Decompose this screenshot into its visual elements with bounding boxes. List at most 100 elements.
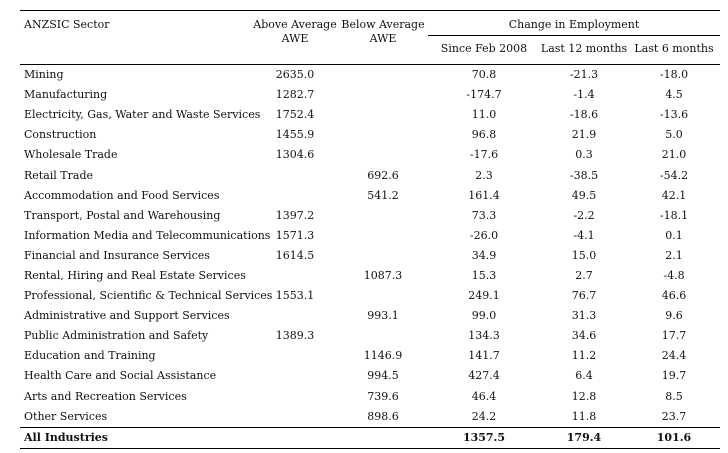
header-sector: ANZSIC Sector xyxy=(20,12,252,65)
cell-below-awe: 993.1 xyxy=(367,309,399,323)
cell-last-12-months: 12.8 xyxy=(571,389,597,403)
cell-sector: Public Administration and Safety xyxy=(24,329,209,343)
cell-below-awe xyxy=(338,125,428,145)
header-since-feb-2008: Since Feb 2008 xyxy=(428,35,540,65)
header-above-line2: AWE xyxy=(281,32,309,45)
cell-above-awe: 1397.2 xyxy=(275,208,315,222)
header-below-line2: AWE xyxy=(369,32,397,45)
employment-table: ANZSIC Sector Above Average AWE Below Av… xyxy=(20,12,720,449)
cell-sector: Wholesale Trade xyxy=(24,148,118,162)
cell-above-awe: 1389.3 xyxy=(275,329,315,343)
cell-sector: Professional, Scientific & Technical Ser… xyxy=(24,289,273,303)
cell-last-6-months: -18.1 xyxy=(659,208,689,222)
cell-last-6-months: 5.0 xyxy=(665,128,683,142)
header-below-line1: Below Average xyxy=(341,18,425,31)
table-row: Arts and Recreation Services 739.6 46.4 12.… xyxy=(20,387,720,407)
cell-last-12-months: 11.8 xyxy=(571,409,597,423)
cell-above-awe: 1304.6 xyxy=(275,148,315,162)
cell-sector: Other Services xyxy=(24,409,108,423)
cell-above-awe xyxy=(252,266,338,286)
cell-last-6-months: -18.0 xyxy=(659,68,689,82)
cell-last-12-months: -21.3 xyxy=(569,68,599,82)
header-below-awe: Below Average AWE xyxy=(338,12,428,65)
header-above-line1: Above Average xyxy=(253,18,337,31)
cell-last-12-months: 15.0 xyxy=(571,248,597,262)
cell-since-feb-2008: 11.0 xyxy=(471,108,497,122)
cell-sector: Transport, Postal and Warehousing xyxy=(24,208,221,222)
header-change-in-employment: Change in Employment xyxy=(428,12,720,36)
cell-sector: Administrative and Support Services xyxy=(24,309,230,323)
cell-above-awe xyxy=(252,306,338,326)
cell-since-feb-2008: 73.3 xyxy=(471,208,497,222)
cell-above-awe: 1752.4 xyxy=(275,108,315,122)
cell-since-feb-2008: -26.0 xyxy=(469,228,499,242)
cell-sector: Construction xyxy=(24,128,97,142)
cell-below-awe xyxy=(338,65,428,86)
cell-below-awe xyxy=(338,145,428,165)
cell-last-12-months: 2.7 xyxy=(575,268,593,282)
table-row: Accommodation and Food Services 541.2 161.… xyxy=(20,186,720,206)
cell-since-feb-2008: 249.1 xyxy=(468,289,500,303)
cell-last-12-months: -2.2 xyxy=(573,208,595,222)
cell-below-awe: 541.2 xyxy=(367,188,399,202)
table-row: Transport, Postal and Warehousing 1397.2 7… xyxy=(20,206,720,226)
cell-since-feb-2008: 141.7 xyxy=(468,349,500,363)
cell-last-12-months: -4.1 xyxy=(573,228,595,242)
cell-below-awe: 898.6 xyxy=(367,409,399,423)
header-above-awe: Above Average AWE xyxy=(252,12,338,65)
cell-since-feb-2008: 161.4 xyxy=(468,188,500,202)
cell-below-awe: 994.5 xyxy=(367,369,399,383)
cell-since-feb-2008: 2.3 xyxy=(475,168,493,182)
cell-last-12-months: 11.2 xyxy=(571,349,597,363)
cell-last-12-months: 6.4 xyxy=(575,369,593,383)
table-row: Retail Trade 692.6 2.3 -38.5 -54.2 xyxy=(20,165,720,185)
total-cell-below-awe xyxy=(338,426,428,449)
table-row: Electricity, Gas, Water and Waste Servic… xyxy=(20,105,720,125)
table-row: Manufacturing 1282.7 -174.7 -1.4 4.5 xyxy=(20,85,720,105)
cell-since-feb-2008: 46.4 xyxy=(471,389,497,403)
table-row: Construction 1455.9 96.8 21.9 5.0 xyxy=(20,125,720,145)
cell-above-awe xyxy=(252,186,338,206)
cell-last-6-months: -54.2 xyxy=(659,168,689,182)
table-row: Professional, Scientific & Technical Ser… xyxy=(20,286,720,306)
cell-above-awe: 1282.7 xyxy=(275,88,315,102)
table-row: Information Media and Telecommunications… xyxy=(20,226,720,246)
cell-last-6-months: 2.1 xyxy=(665,248,683,262)
cell-above-awe xyxy=(252,346,338,366)
cell-sector: Health Care and Social Assistance xyxy=(24,369,217,383)
table-row: Education and Training 1146.9 141.7 11.2 24.… xyxy=(20,346,720,366)
total-cell-since-feb-2008: 1357.5 xyxy=(428,426,540,449)
cell-sector: Information Media and Telecommunications xyxy=(24,228,271,242)
cell-below-awe xyxy=(338,105,428,125)
cell-last-12-months: 34.6 xyxy=(571,329,597,343)
cell-above-awe: 2635.0 xyxy=(275,68,315,82)
table-row: Financial and Insurance Services 1614.5 34… xyxy=(20,246,720,266)
cell-below-awe xyxy=(338,226,428,246)
cell-last-6-months: 0.1 xyxy=(665,228,683,242)
cell-since-feb-2008: 427.4 xyxy=(468,369,500,383)
cell-sector: Arts and Recreation Services xyxy=(24,389,187,403)
cell-below-awe xyxy=(338,326,428,346)
total-cell-last-6-months: 101.6 xyxy=(628,426,720,449)
cell-above-awe: 1614.5 xyxy=(275,248,315,262)
table-row: Mining 2635.0 70.8 -21.3 -18.0 xyxy=(20,65,720,86)
table-row: Wholesale Trade 1304.6 -17.6 0.3 21.0 xyxy=(20,145,720,165)
cell-above-awe xyxy=(252,165,338,185)
table-body: Mining 2635.0 70.8 -21.3 -18.0 Manufacturing 1… xyxy=(20,65,720,449)
cell-last-6-months: 4.5 xyxy=(665,88,683,102)
cell-last-6-months: 9.6 xyxy=(665,309,683,323)
total-cell-above-awe xyxy=(252,426,338,449)
cell-since-feb-2008: 34.9 xyxy=(471,248,497,262)
cell-below-awe: 739.6 xyxy=(367,389,399,403)
cell-last-6-months: 42.1 xyxy=(661,188,687,202)
cell-last-6-months: 17.7 xyxy=(661,329,687,343)
cell-above-awe: 1553.1 xyxy=(275,289,315,303)
cell-since-feb-2008: 24.2 xyxy=(471,409,497,423)
cell-last-6-months: 19.7 xyxy=(661,369,687,383)
cell-below-awe xyxy=(338,206,428,226)
cell-sector: Mining xyxy=(24,68,64,82)
cell-since-feb-2008: 15.3 xyxy=(471,268,497,282)
header-sector-label: ANZSIC Sector xyxy=(24,18,110,31)
cell-last-6-months: 24.4 xyxy=(661,349,687,363)
header-change-label: Change in Employment xyxy=(508,18,640,31)
